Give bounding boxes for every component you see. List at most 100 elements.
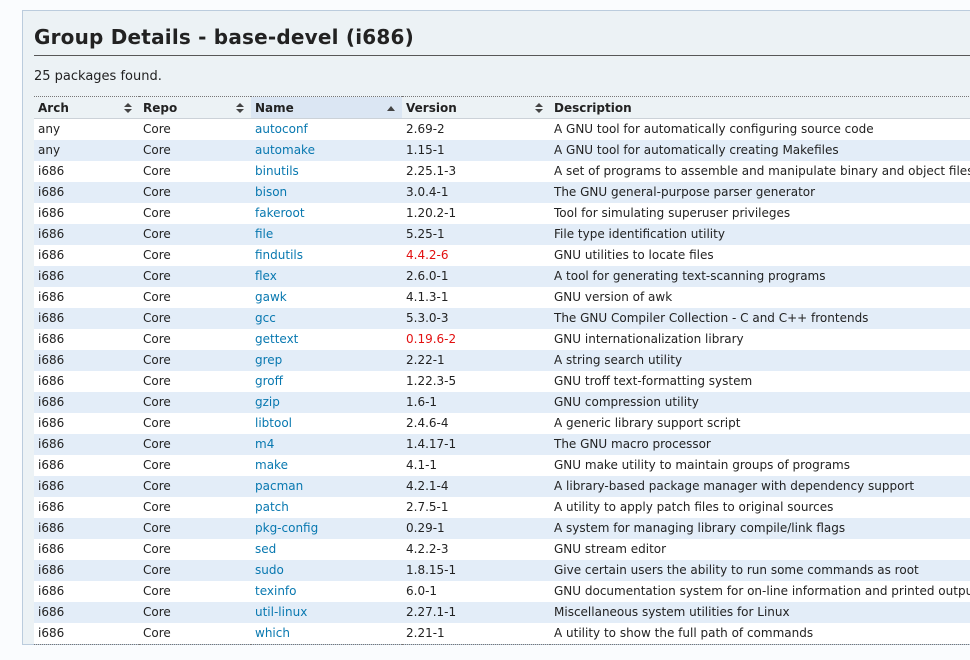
column-label-arch: Arch	[38, 101, 69, 115]
package-link[interactable]: make	[255, 458, 288, 472]
cell-arch: i686	[38, 437, 65, 451]
package-link[interactable]: util-linux	[255, 605, 308, 619]
cell-name: sudo	[251, 560, 402, 581]
cell-version: 5.3.0-3	[406, 311, 449, 325]
cell-name: bison	[251, 182, 402, 203]
table-row: i686 Core gettext 0.19.6-2 GNU internati…	[34, 329, 970, 350]
cell-repo: Core	[143, 542, 171, 556]
package-link[interactable]: patch	[255, 500, 289, 514]
package-link[interactable]: gcc	[255, 311, 276, 325]
cell-description: A GNU tool for automatically configuring…	[554, 122, 874, 136]
package-link[interactable]: m4	[255, 437, 275, 451]
cell-version: 6.0-1	[406, 584, 438, 598]
cell-repo: Core	[143, 374, 171, 388]
cell-repo: Core	[143, 521, 171, 535]
package-link[interactable]: flex	[255, 269, 277, 283]
package-link[interactable]: libtool	[255, 416, 293, 430]
cell-version: 1.6-1	[406, 395, 438, 409]
cell-version: 2.4.6-4	[406, 416, 449, 430]
cell-description: A tool for generating text-scanning prog…	[554, 269, 826, 283]
package-link[interactable]: grep	[255, 353, 283, 367]
table-row: i686 Core pkg-config 0.29-1 A system for…	[34, 518, 970, 539]
package-link[interactable]: bison	[255, 185, 288, 199]
cell-version: 1.8.15-1	[406, 563, 457, 577]
column-header-repo[interactable]: Repo	[139, 96, 251, 119]
cell-name: gcc	[251, 308, 402, 329]
package-link[interactable]: gettext	[255, 332, 299, 346]
cell-arch: i686	[38, 164, 65, 178]
column-label-description: Description	[554, 101, 632, 115]
package-link[interactable]: texinfo	[255, 584, 297, 598]
package-link[interactable]: gzip	[255, 395, 280, 409]
table-row: any Core automake 1.15-1 A GNU tool for …	[34, 140, 970, 161]
cell-version: 4.4.2-6	[406, 248, 449, 262]
cell-name: gzip	[251, 392, 402, 413]
package-link[interactable]: file	[255, 227, 274, 241]
cell-repo: Core	[143, 122, 171, 136]
table-header-row: Arch Repo Name	[34, 96, 970, 119]
cell-arch: i686	[38, 542, 65, 556]
cell-description: The GNU macro processor	[554, 437, 711, 451]
cell-description: A utility to show the full path of comma…	[554, 626, 814, 640]
cell-version: 2.22-1	[406, 353, 445, 367]
cell-name: file	[251, 224, 402, 245]
cell-name: flex	[251, 266, 402, 287]
cell-name: util-linux	[251, 602, 402, 623]
table-row: i686 Core which 2.21-1 A utility to show…	[34, 623, 970, 645]
group-details-box: Group Details - base-devel (i686) 25 pac…	[22, 10, 970, 645]
package-link[interactable]: fakeroot	[255, 206, 305, 220]
cell-name: automake	[251, 140, 402, 161]
column-header-name[interactable]: Name	[251, 96, 402, 119]
package-link[interactable]: autoconf	[255, 122, 308, 136]
cell-description: A utility to apply patch files to origin…	[554, 500, 834, 514]
table-row: i686 Core pacman 4.2.1-4 A library-based…	[34, 476, 970, 497]
cell-repo: Core	[143, 416, 171, 430]
cell-repo: Core	[143, 143, 171, 157]
package-link[interactable]: automake	[255, 143, 315, 157]
package-link[interactable]: pkg-config	[255, 521, 319, 535]
package-link[interactable]: groff	[255, 374, 283, 388]
cell-version: 0.19.6-2	[406, 332, 457, 346]
package-link[interactable]: which	[255, 626, 290, 640]
sort-ascending-icon	[387, 105, 395, 111]
table-row: i686 Core file 5.25-1 File type identifi…	[34, 224, 970, 245]
cell-version: 4.1-1	[406, 458, 438, 472]
column-header-description[interactable]: Description	[550, 96, 970, 119]
cell-description: A system for managing library compile/li…	[554, 521, 846, 535]
cell-description: GNU compression utility	[554, 395, 699, 409]
cell-arch: i686	[38, 227, 65, 241]
package-link[interactable]: sed	[255, 542, 277, 556]
cell-description: The GNU general-purpose parser generator	[554, 185, 816, 199]
column-header-arch[interactable]: Arch	[34, 96, 139, 119]
column-label-repo: Repo	[143, 101, 178, 115]
cell-version: 1.4.17-1	[406, 437, 457, 451]
package-link[interactable]: gawk	[255, 290, 287, 304]
cell-version: 2.27.1-1	[406, 605, 457, 619]
table-row: i686 Core sudo 1.8.15-1 Give certain use…	[34, 560, 970, 581]
cell-name: texinfo	[251, 581, 402, 602]
column-header-version[interactable]: Version	[402, 96, 550, 119]
cell-version: 1.20.2-1	[406, 206, 457, 220]
cell-name: patch	[251, 497, 402, 518]
cell-arch: i686	[38, 185, 65, 199]
cell-repo: Core	[143, 584, 171, 598]
cell-arch: i686	[38, 290, 65, 304]
package-link[interactable]: findutils	[255, 248, 304, 262]
cell-repo: Core	[143, 500, 171, 514]
package-link[interactable]: sudo	[255, 563, 284, 577]
table-row: i686 Core flex 2.6.0-1 A tool for genera…	[34, 266, 970, 287]
package-link[interactable]: pacman	[255, 479, 304, 493]
cell-repo: Core	[143, 437, 171, 451]
cell-version: 2.6.0-1	[406, 269, 449, 283]
cell-description: A generic library support script	[554, 416, 741, 430]
table-row: i686 Core groff 1.22.3-5 GNU troff text-…	[34, 371, 970, 392]
cell-version: 3.0.4-1	[406, 185, 449, 199]
cell-arch: i686	[38, 584, 65, 598]
package-link[interactable]: binutils	[255, 164, 299, 178]
cell-repo: Core	[143, 626, 171, 640]
cell-repo: Core	[143, 227, 171, 241]
cell-description: GNU documentation system for on-line inf…	[554, 584, 970, 598]
table-row: i686 Core sed 4.2.2-3 GNU stream editor	[34, 539, 970, 560]
cell-arch: i686	[38, 353, 65, 367]
cell-repo: Core	[143, 563, 171, 577]
